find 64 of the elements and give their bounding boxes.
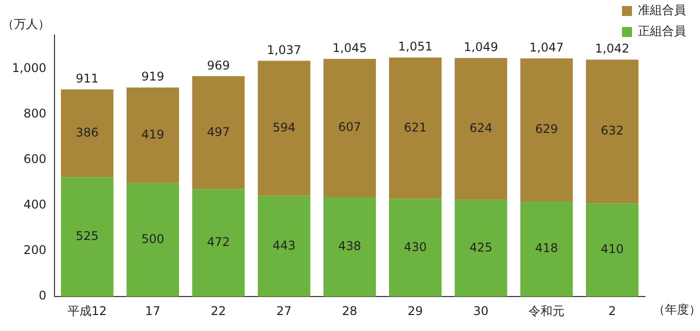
bar	[60, 177, 114, 297]
legend-label: 正組合員	[638, 23, 686, 40]
y-axis-title: （万人）	[2, 17, 50, 32]
bar	[258, 196, 310, 297]
total-label: 1,037	[266, 42, 302, 57]
bar	[323, 196, 376, 297]
x-tick-label: 平成12	[68, 304, 107, 318]
legend-label: 准組合員	[638, 2, 686, 19]
bar	[389, 198, 442, 297]
data-label: 607	[338, 120, 362, 134]
bar	[454, 200, 508, 297]
data-label: 418	[535, 241, 558, 256]
data-label: 497	[206, 124, 230, 139]
total-label: 1,047	[529, 40, 564, 55]
y-tick-label: 1,000	[12, 61, 46, 76]
x-tick-label: 30	[473, 304, 489, 318]
y-tick-label: 200	[23, 243, 46, 258]
x-axis-title: （年度）	[653, 302, 700, 317]
bar	[126, 88, 180, 183]
x-tick-label: 29	[408, 304, 423, 318]
total-label: 1,042	[595, 42, 630, 56]
y-tick-label: 600	[23, 152, 46, 166]
data-label: 621	[404, 120, 427, 134]
data-label: 410	[600, 242, 624, 256]
data-label: 425	[469, 240, 492, 254]
data-label: 438	[338, 238, 362, 253]
y-tick-label: 0	[38, 288, 46, 303]
data-label: 472	[206, 235, 230, 250]
data-label: 624	[469, 121, 492, 136]
total-label: 919	[141, 70, 164, 84]
data-label: 419	[141, 127, 164, 142]
data-label: 386	[76, 125, 99, 140]
bar	[520, 58, 573, 202]
x-tick-label: 2	[608, 304, 616, 318]
bar	[520, 202, 573, 297]
total-label: 969	[206, 58, 230, 72]
bar	[60, 89, 114, 178]
data-label: 443	[272, 238, 296, 252]
data-label: 632	[600, 124, 624, 138]
x-tick-label: 17	[145, 304, 160, 318]
data-label: 594	[272, 120, 296, 134]
bar	[192, 189, 245, 297]
y-tick-label: 800	[23, 106, 46, 121]
bar	[586, 203, 638, 297]
total-label: 911	[76, 71, 99, 86]
total-label: 1,051	[398, 40, 432, 54]
bar	[389, 58, 442, 199]
bar	[192, 76, 245, 190]
x-tick-label: 28	[342, 304, 358, 318]
y-tick-label: 400	[23, 198, 46, 212]
data-label: 430	[404, 240, 427, 254]
bar	[258, 60, 310, 196]
total-label: 1,049	[464, 40, 498, 54]
data-label: 500	[141, 232, 164, 246]
total-label: 1,045	[332, 41, 367, 56]
bar	[126, 182, 180, 297]
bar	[586, 60, 638, 204]
data-label: 525	[76, 229, 99, 244]
x-tick-label: 令和元	[528, 304, 565, 318]
bar	[454, 58, 508, 200]
x-tick-label: 27	[276, 304, 292, 318]
data-label: 629	[535, 122, 558, 136]
x-tick-label: 22	[210, 304, 226, 318]
bar	[323, 58, 376, 197]
